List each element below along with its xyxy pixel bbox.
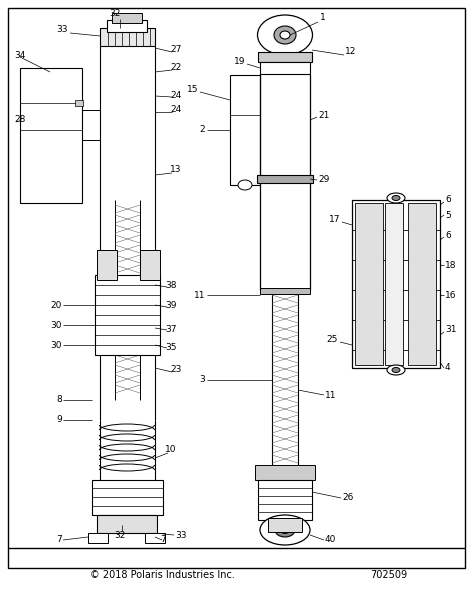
Text: 6: 6 <box>445 195 451 204</box>
Ellipse shape <box>280 526 289 534</box>
Text: 24: 24 <box>170 105 181 114</box>
Bar <box>230 75 260 185</box>
Ellipse shape <box>280 31 290 39</box>
Ellipse shape <box>387 365 405 375</box>
Text: 11: 11 <box>193 290 205 299</box>
Text: 27: 27 <box>170 45 181 54</box>
Bar <box>107 20 147 32</box>
Bar <box>385 203 403 365</box>
Text: © 2018 Polaris Industries Inc.: © 2018 Polaris Industries Inc. <box>90 570 235 580</box>
Ellipse shape <box>274 26 296 44</box>
Text: 20: 20 <box>51 301 62 310</box>
Text: 30: 30 <box>51 321 62 330</box>
Text: 38: 38 <box>165 281 176 290</box>
Bar <box>268 518 302 532</box>
Text: 5: 5 <box>445 211 451 220</box>
Text: 16: 16 <box>445 290 456 299</box>
Text: 3: 3 <box>199 376 205 385</box>
Text: 7: 7 <box>56 535 62 544</box>
Text: 4: 4 <box>445 364 451 373</box>
Ellipse shape <box>257 15 313 55</box>
Bar <box>95 275 160 355</box>
Text: 31: 31 <box>445 325 456 335</box>
Ellipse shape <box>275 523 295 537</box>
Text: 25: 25 <box>327 336 338 344</box>
Text: 26: 26 <box>342 494 353 503</box>
Text: 8: 8 <box>56 396 62 405</box>
Ellipse shape <box>392 367 400 373</box>
Bar <box>258 52 312 62</box>
Bar <box>408 203 436 365</box>
Bar <box>257 175 313 183</box>
Text: 30: 30 <box>51 341 62 350</box>
Ellipse shape <box>392 195 400 200</box>
Bar <box>145 533 165 543</box>
Text: 1: 1 <box>320 13 326 22</box>
Text: 33: 33 <box>56 25 68 34</box>
Text: 29: 29 <box>318 175 329 185</box>
Bar <box>355 203 383 365</box>
Ellipse shape <box>238 180 252 190</box>
Text: 15: 15 <box>186 85 198 94</box>
Text: 32: 32 <box>109 10 121 19</box>
Text: 13: 13 <box>170 166 182 174</box>
Text: 10: 10 <box>165 445 176 454</box>
Text: 39: 39 <box>165 301 176 310</box>
Bar <box>258 480 312 520</box>
Bar <box>260 288 310 294</box>
Text: 9: 9 <box>56 416 62 425</box>
Bar <box>97 250 117 280</box>
Text: 33: 33 <box>175 531 186 540</box>
Text: 17: 17 <box>329 215 340 224</box>
Text: 37: 37 <box>165 325 176 335</box>
Bar <box>92 480 163 515</box>
Bar <box>255 465 315 480</box>
Text: 2: 2 <box>200 125 205 134</box>
Text: 6: 6 <box>445 231 451 240</box>
Text: 24: 24 <box>170 91 181 99</box>
Bar <box>112 13 142 23</box>
Bar <box>20 68 82 203</box>
Text: 18: 18 <box>445 261 456 269</box>
Text: 34: 34 <box>14 50 26 59</box>
Text: 23: 23 <box>170 365 181 374</box>
Bar <box>140 250 160 280</box>
Text: 21: 21 <box>318 111 329 120</box>
Text: 32: 32 <box>114 531 126 540</box>
Text: 28: 28 <box>14 116 26 125</box>
Bar <box>352 200 440 368</box>
Text: 12: 12 <box>345 48 356 56</box>
Bar <box>88 533 108 543</box>
Text: 19: 19 <box>234 57 245 67</box>
Ellipse shape <box>260 515 310 545</box>
Bar <box>260 62 310 74</box>
Text: 7: 7 <box>160 535 166 544</box>
Text: 40: 40 <box>325 535 336 544</box>
Bar <box>97 515 157 533</box>
Bar <box>100 28 155 46</box>
Text: 35: 35 <box>165 344 176 353</box>
Text: 22: 22 <box>170 64 181 73</box>
Bar <box>75 100 83 106</box>
Text: 702509: 702509 <box>370 570 407 580</box>
Text: 11: 11 <box>325 390 336 399</box>
Ellipse shape <box>387 193 405 203</box>
